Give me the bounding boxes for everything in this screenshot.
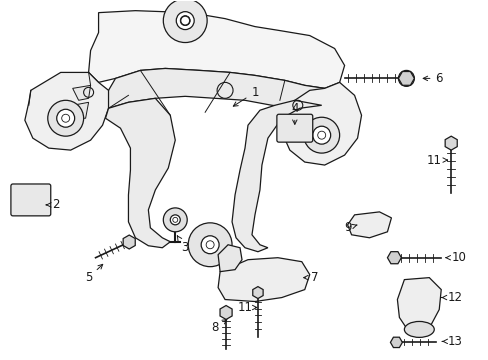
FancyBboxPatch shape <box>276 114 312 142</box>
Circle shape <box>398 71 413 86</box>
Ellipse shape <box>404 321 433 337</box>
Circle shape <box>176 12 194 30</box>
Circle shape <box>287 265 301 279</box>
Polygon shape <box>281 82 361 165</box>
Circle shape <box>163 0 207 42</box>
Polygon shape <box>101 68 324 108</box>
Text: 10: 10 <box>445 251 466 264</box>
Circle shape <box>411 312 426 327</box>
Text: 4: 4 <box>290 102 298 124</box>
Circle shape <box>201 236 219 254</box>
Text: 2: 2 <box>46 198 60 211</box>
Polygon shape <box>105 98 175 248</box>
Circle shape <box>57 109 75 127</box>
Text: 13: 13 <box>441 335 462 348</box>
FancyBboxPatch shape <box>11 184 51 216</box>
Circle shape <box>363 217 379 233</box>
Circle shape <box>25 194 37 206</box>
Polygon shape <box>73 102 88 118</box>
Circle shape <box>188 223 232 267</box>
Circle shape <box>163 208 187 232</box>
Circle shape <box>303 117 339 153</box>
Circle shape <box>230 273 244 287</box>
Circle shape <box>48 100 83 136</box>
Text: 1: 1 <box>233 86 258 106</box>
Text: 9: 9 <box>343 221 356 234</box>
Text: 8: 8 <box>211 320 226 334</box>
Polygon shape <box>232 100 321 252</box>
Polygon shape <box>73 85 90 100</box>
Text: 5: 5 <box>85 264 102 284</box>
Circle shape <box>283 117 305 139</box>
Polygon shape <box>88 11 344 88</box>
Text: 7: 7 <box>303 271 318 284</box>
Circle shape <box>19 188 42 212</box>
Text: 11: 11 <box>426 154 447 167</box>
Circle shape <box>411 288 426 302</box>
Polygon shape <box>218 258 309 302</box>
Circle shape <box>170 215 180 225</box>
Text: 12: 12 <box>441 291 462 304</box>
Polygon shape <box>347 212 390 238</box>
Circle shape <box>289 123 299 133</box>
Polygon shape <box>218 245 242 272</box>
Polygon shape <box>397 278 440 332</box>
Text: 3: 3 <box>177 236 188 254</box>
Circle shape <box>312 126 330 144</box>
Text: 6: 6 <box>422 72 442 85</box>
Polygon shape <box>25 72 108 150</box>
Text: 11: 11 <box>237 301 256 314</box>
